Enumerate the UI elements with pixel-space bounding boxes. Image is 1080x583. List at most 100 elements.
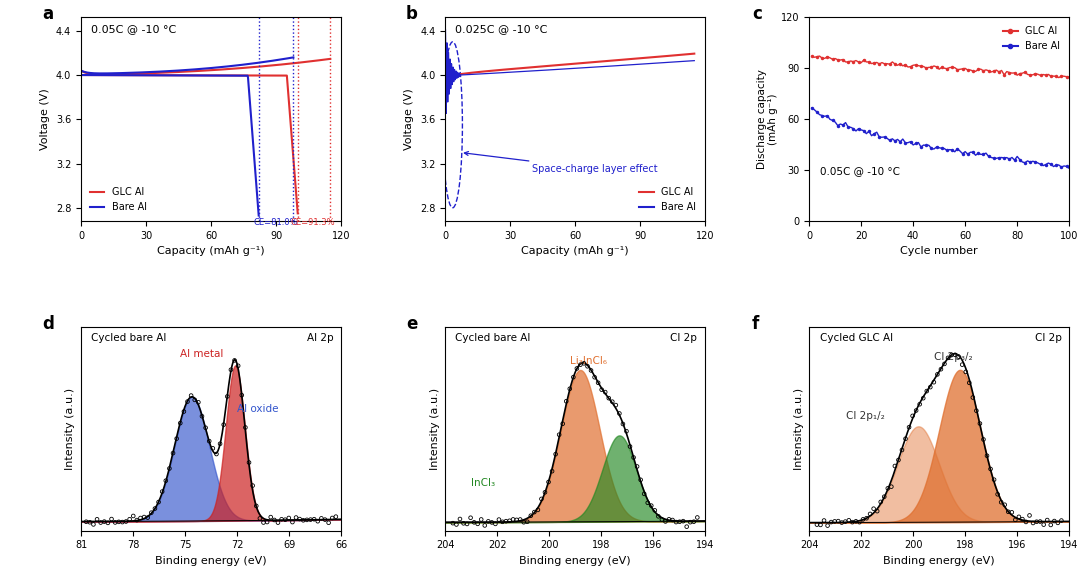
Point xyxy=(907,406,924,415)
Point xyxy=(269,518,286,527)
Point xyxy=(678,522,696,531)
Point xyxy=(576,359,593,368)
Point xyxy=(868,507,886,516)
Y-axis label: Intensity (a.u.): Intensity (a.u.) xyxy=(66,388,76,470)
Point xyxy=(494,517,511,526)
Point xyxy=(244,481,261,490)
Point xyxy=(819,521,836,531)
Text: Al metal: Al metal xyxy=(179,349,224,360)
Text: Cl 2p₁/₂: Cl 2p₁/₂ xyxy=(846,410,885,420)
Point xyxy=(854,515,872,524)
Point xyxy=(233,391,251,400)
Point xyxy=(812,520,829,529)
Point xyxy=(660,515,677,524)
Point xyxy=(1035,520,1052,529)
Point xyxy=(1017,517,1035,526)
Point xyxy=(158,476,175,486)
Point xyxy=(146,504,163,513)
Point xyxy=(611,409,629,418)
Point xyxy=(518,517,536,526)
Point xyxy=(579,361,596,371)
Point xyxy=(1010,512,1027,522)
Point xyxy=(590,378,607,388)
Point xyxy=(258,517,275,526)
Point xyxy=(848,517,865,526)
Point xyxy=(978,451,996,461)
Point xyxy=(826,517,843,526)
Point xyxy=(276,515,294,524)
Point xyxy=(829,517,847,526)
Point xyxy=(448,520,465,529)
Point xyxy=(201,437,218,446)
Point xyxy=(540,477,557,487)
Point xyxy=(129,515,146,525)
Point xyxy=(625,453,643,462)
Point xyxy=(600,394,618,403)
Point xyxy=(262,512,280,522)
Point xyxy=(685,517,702,526)
Point xyxy=(653,515,671,524)
Point xyxy=(164,448,181,458)
Point xyxy=(237,423,254,432)
Point xyxy=(1042,520,1059,529)
Point xyxy=(618,427,635,436)
Point xyxy=(89,515,106,524)
Text: CE=91.3%: CE=91.3% xyxy=(291,218,335,227)
Point xyxy=(190,398,207,407)
Point xyxy=(215,420,232,429)
Point xyxy=(175,407,192,416)
Point xyxy=(604,397,621,406)
Point xyxy=(529,505,546,515)
Point xyxy=(964,393,982,402)
Text: CE=81.0%: CE=81.0% xyxy=(254,218,298,227)
Point xyxy=(946,350,963,360)
Point xyxy=(168,434,186,443)
Point xyxy=(526,507,543,517)
Text: Cycled GLC Al: Cycled GLC Al xyxy=(820,333,893,343)
Text: Al 2p: Al 2p xyxy=(307,333,334,343)
Point xyxy=(287,513,305,522)
Point xyxy=(657,517,674,526)
Point xyxy=(667,517,685,526)
Point xyxy=(1039,515,1056,525)
Point xyxy=(646,505,663,515)
Point xyxy=(904,411,921,420)
Point xyxy=(858,514,875,523)
Point xyxy=(186,395,203,405)
Point xyxy=(252,514,269,523)
Point xyxy=(993,497,1010,507)
Point xyxy=(306,515,323,524)
Point xyxy=(989,490,1007,499)
Point xyxy=(1021,511,1038,520)
Point xyxy=(879,484,896,493)
Text: a: a xyxy=(42,5,53,23)
Point xyxy=(103,514,120,524)
Point xyxy=(204,444,221,453)
Point xyxy=(551,430,568,440)
Point xyxy=(840,515,858,525)
Point xyxy=(280,514,297,523)
Point xyxy=(833,518,850,527)
Point xyxy=(313,514,330,523)
Point xyxy=(284,518,301,527)
Point xyxy=(483,518,500,527)
Point xyxy=(121,515,138,524)
Point xyxy=(876,492,893,501)
Point xyxy=(996,500,1013,510)
Point xyxy=(230,361,247,370)
Point xyxy=(226,356,243,365)
Legend: GLC Al, Bare Al: GLC Al, Bare Al xyxy=(999,22,1064,55)
Point xyxy=(183,391,200,401)
Point xyxy=(212,439,229,448)
Point xyxy=(1014,514,1031,524)
Point xyxy=(444,518,461,528)
Point xyxy=(78,517,95,526)
Point xyxy=(241,458,258,467)
Point xyxy=(557,396,575,406)
Point xyxy=(324,513,341,522)
Point xyxy=(143,508,160,517)
X-axis label: Binding energy (eV): Binding energy (eV) xyxy=(519,556,631,566)
Legend: GLC Al, Bare Al: GLC Al, Bare Al xyxy=(86,184,151,216)
Point xyxy=(571,360,589,370)
Point xyxy=(815,516,833,525)
